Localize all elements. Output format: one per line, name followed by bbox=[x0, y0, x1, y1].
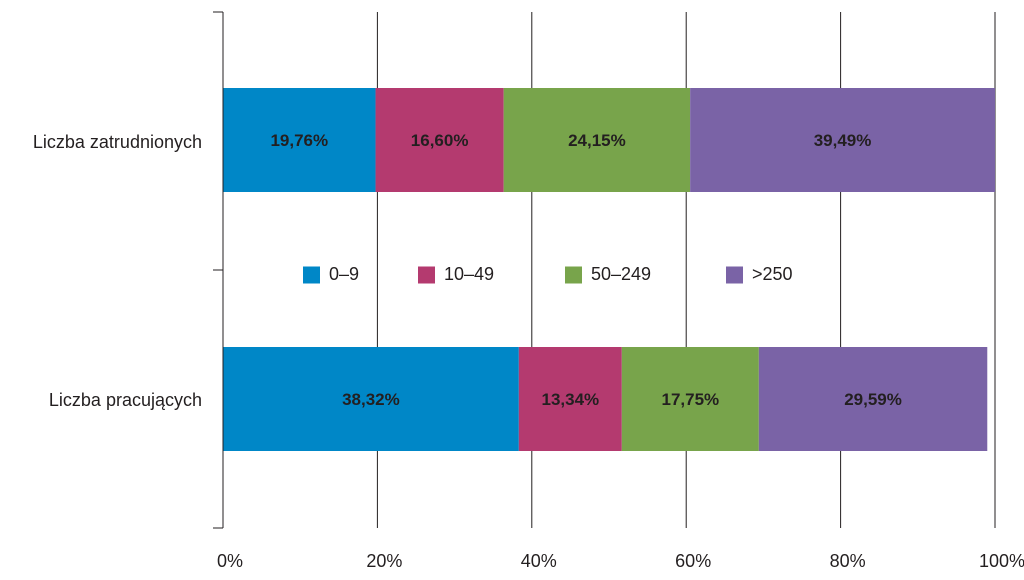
legend-swatch-2 bbox=[418, 266, 435, 284]
x-tick-label-20: 20% bbox=[366, 551, 402, 571]
data-label-2-3: 17,75% bbox=[661, 390, 719, 409]
legend-swatch-1 bbox=[303, 266, 320, 284]
data-label-2-4: 29,59% bbox=[844, 390, 902, 409]
legend-label-3: 50–249 bbox=[591, 264, 651, 284]
legend-swatch-3 bbox=[565, 266, 582, 284]
category-label-1: Liczba zatrudnionych bbox=[33, 132, 202, 152]
legend: 0–9 10–49 50–249 >250 bbox=[303, 264, 793, 284]
x-tick-labels: 0% 20% 40% 60% 80% 100% bbox=[217, 551, 1024, 571]
x-tick-label-80: 80% bbox=[830, 551, 866, 571]
legend-label-4: >250 bbox=[752, 264, 793, 284]
data-label-1-4: 39,49% bbox=[814, 131, 872, 150]
x-tick-label-100: 100% bbox=[979, 551, 1024, 571]
data-label-1-2: 16,60% bbox=[411, 131, 469, 150]
bar-segment-2-3 bbox=[621, 347, 759, 451]
data-label-2-1: 38,32% bbox=[342, 390, 400, 409]
legend-label-1: 0–9 bbox=[329, 264, 359, 284]
bars-layer: 19,76% 16,60% 24,15% 39,49% 38,32% 13,34% 17,7… bbox=[223, 88, 995, 451]
category-label-2: Liczba pracujących bbox=[49, 390, 202, 410]
legend-label-2: 10–49 bbox=[444, 264, 494, 284]
bar-segment-2-4 bbox=[758, 347, 988, 451]
data-label-1-1: 19,76% bbox=[270, 131, 328, 150]
data-label-2-2: 13,34% bbox=[541, 390, 599, 409]
legend-swatch-4 bbox=[726, 266, 743, 284]
x-tick-label-60: 60% bbox=[675, 551, 711, 571]
bar-segment-1-3 bbox=[503, 88, 691, 192]
x-tick-label-40: 40% bbox=[521, 551, 557, 571]
bar-segment-2-1 bbox=[223, 347, 519, 451]
x-tick-label-0: 0% bbox=[217, 551, 243, 571]
bar-segment-1-1 bbox=[223, 88, 376, 192]
bar-segment-1-4 bbox=[690, 88, 995, 192]
y-axis-layer bbox=[213, 11, 224, 529]
data-label-1-3: 24,15% bbox=[568, 131, 626, 150]
category-labels: Liczba zatrudnionych Liczba pracujących bbox=[33, 132, 202, 410]
bar-segment-1-2 bbox=[375, 88, 504, 192]
bar-segment-2-2 bbox=[518, 347, 622, 451]
